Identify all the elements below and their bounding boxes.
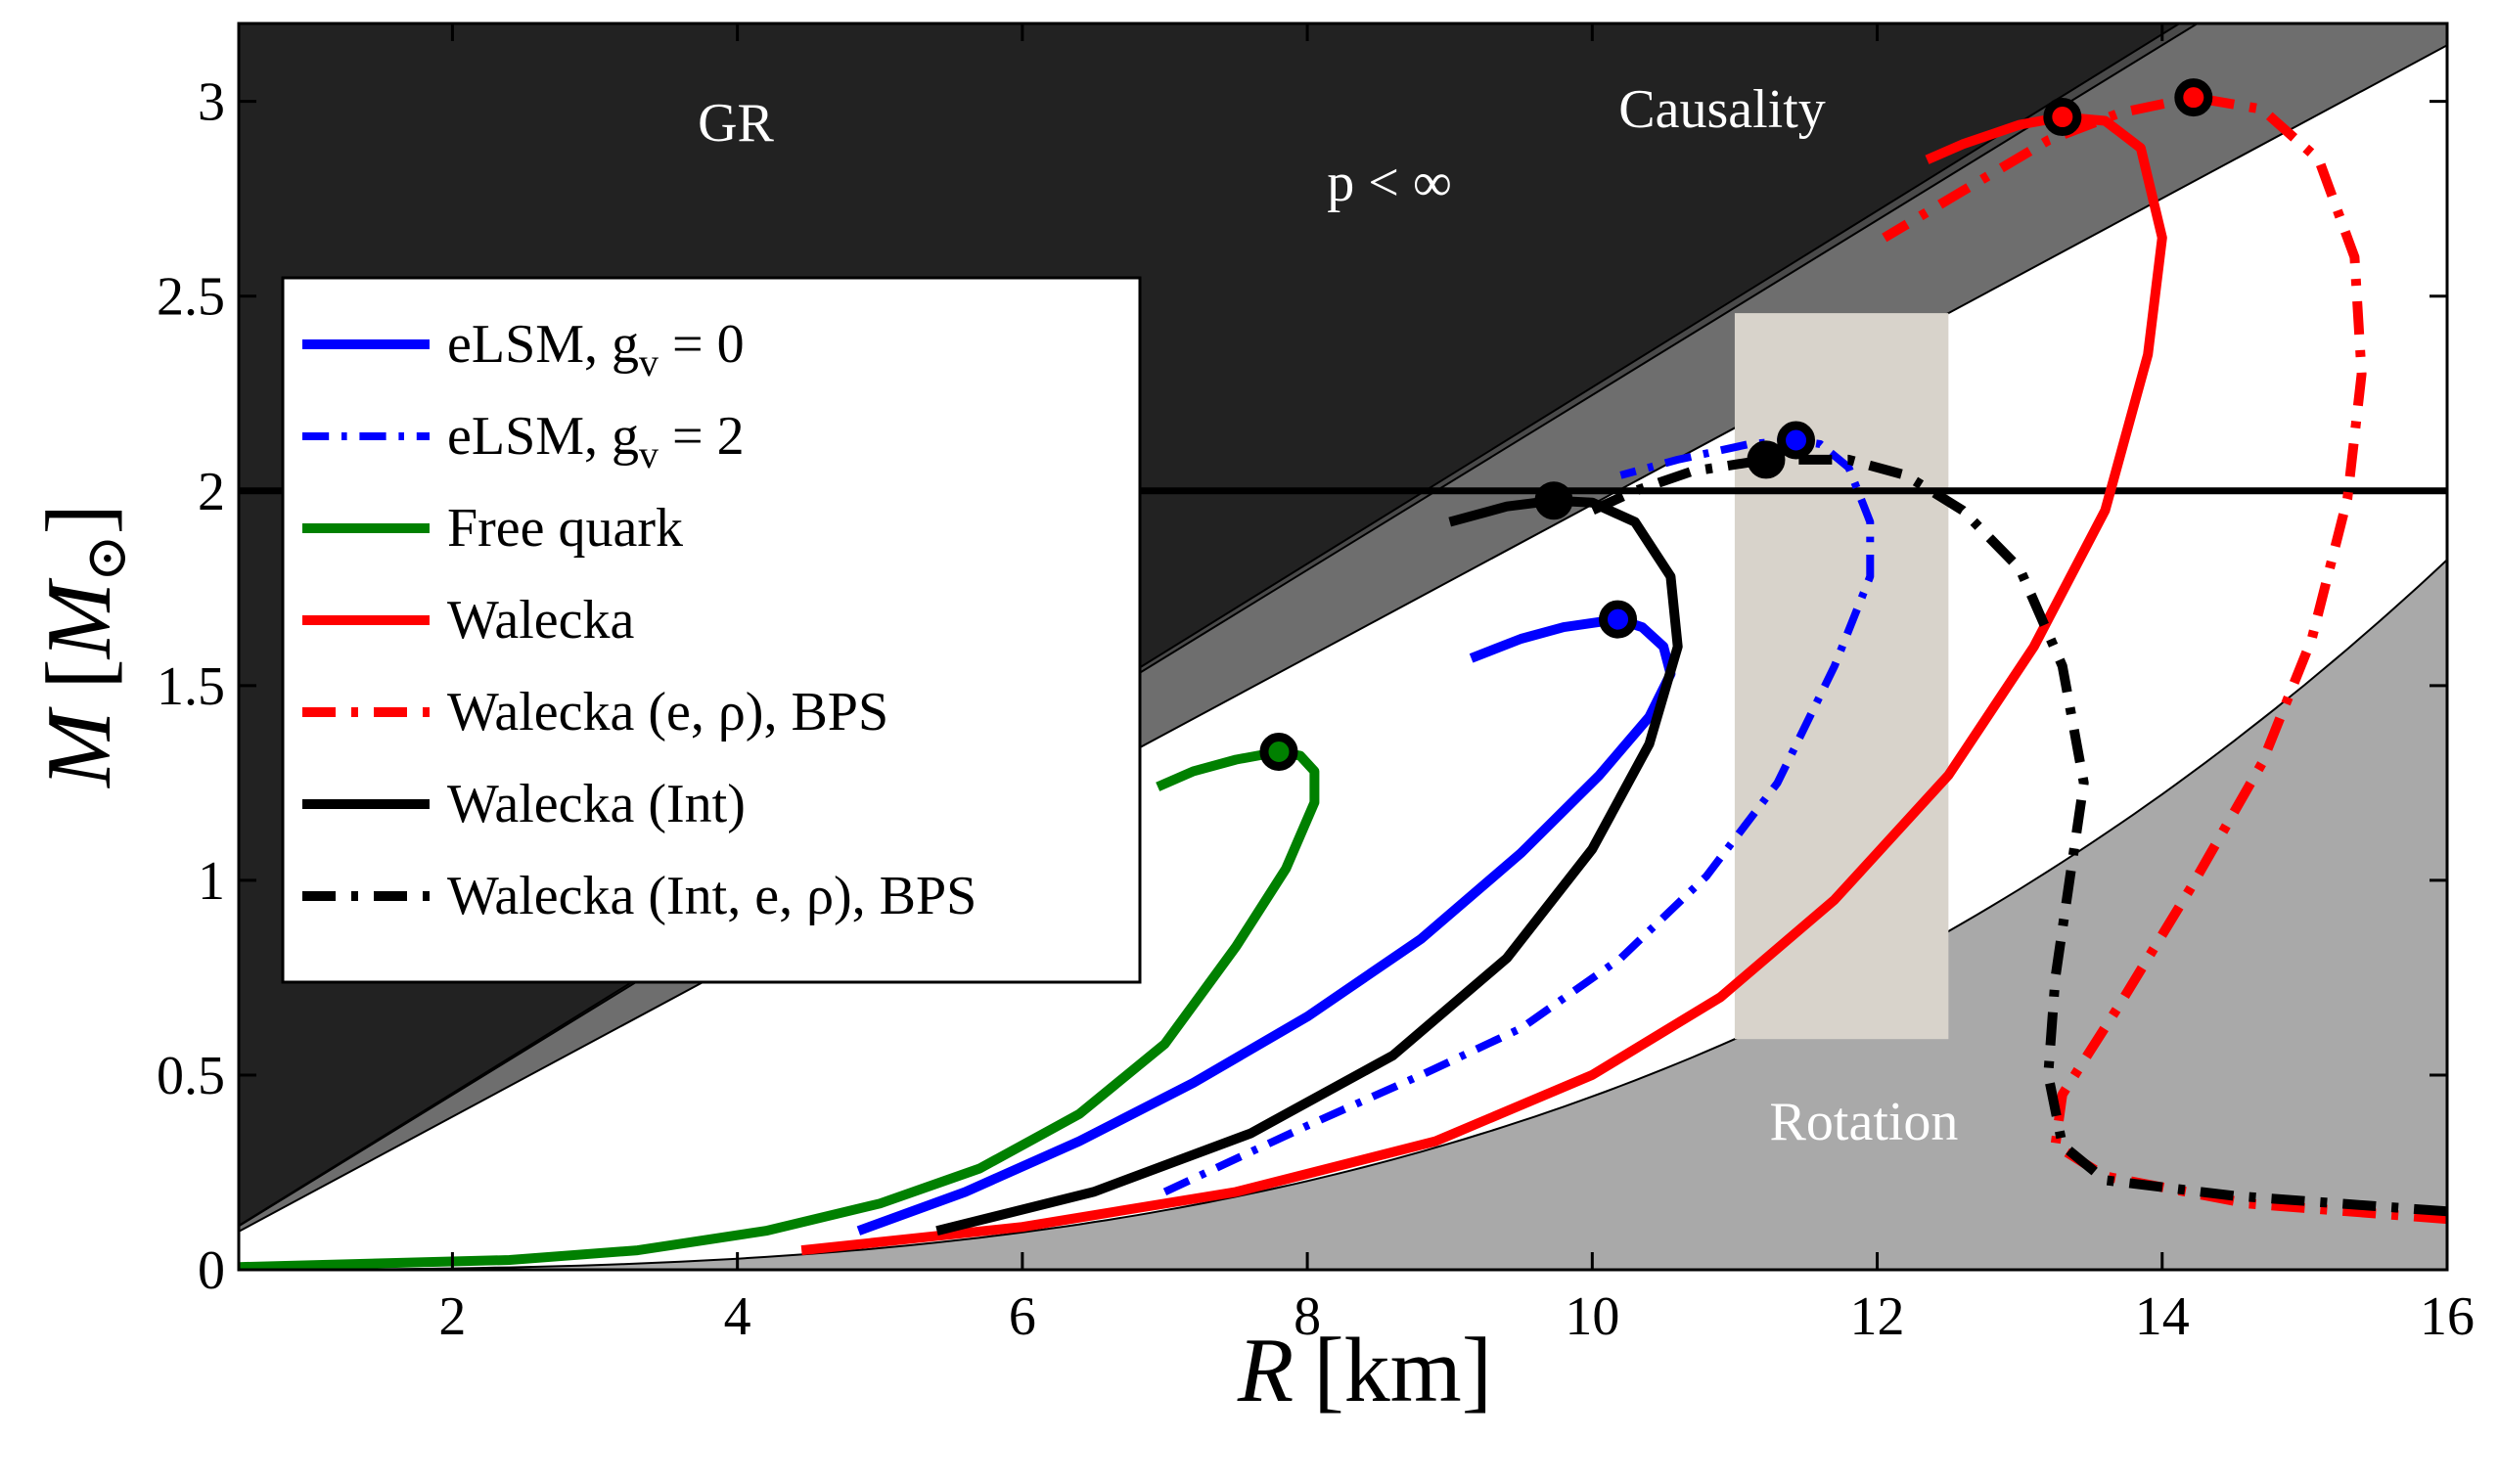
legend-label-elsm-g-v-0: eLSM, gv = 0 <box>447 314 745 384</box>
y-tick-label: 2 <box>198 462 225 522</box>
max-marker-walecka-e-bps <box>2174 78 2213 117</box>
y-axis-label: M[M⊙] <box>28 504 138 789</box>
region-rotation <box>239 558 2447 1270</box>
legend: eLSM, gv = 0 eLSM, gv = 2 Free quark Waleck… <box>281 276 1142 984</box>
markers-layer <box>1259 78 2213 771</box>
series-walecka-e-bps <box>1882 92 2447 1225</box>
y-tick-label: 0 <box>198 1240 225 1301</box>
legend-label-walecka-int-e-bps: Walecka (Int, e, ρ), BPS <box>447 866 976 926</box>
y-tick-label: 1.5 <box>157 656 225 717</box>
x-tick-label: 6 <box>1009 1286 1036 1347</box>
series-elsm-g-v-2 <box>1162 436 1875 1196</box>
x-tick-label: 8 <box>1294 1286 1321 1347</box>
axis-labels: R [km] M[M⊙] <box>28 504 1492 1421</box>
max-marker-walecka <box>2043 98 2082 137</box>
x-tick-label: 4 <box>724 1286 751 1347</box>
x-tick-label: 12 <box>1850 1286 1905 1347</box>
legend-label-elsm-g-v-2: eLSM, gv = 2 <box>447 406 745 476</box>
region-label-causality: Causality <box>1618 79 1826 140</box>
legend-label-walecka-int: Walecka (Int) <box>447 774 746 834</box>
y-tick-label: 0.5 <box>157 1046 225 1106</box>
axes-frame: 2 4 6 8 10 12 14 16 0 0.5 1 1.5 2 2.5 3 <box>157 22 2475 1347</box>
region-label-rotation: Rotation <box>1770 1092 1959 1152</box>
region-labels: GR p < ∞ Causality Rotation <box>698 79 1958 1152</box>
legend-label-free-quark: Free quark <box>447 498 683 559</box>
plot-frame <box>237 22 2449 1272</box>
x-tick-label: 14 <box>2135 1286 2190 1347</box>
legend-label-walecka: Walecka <box>447 590 634 651</box>
y-tick-label: 2.5 <box>157 267 225 328</box>
radius-band <box>1734 313 1949 1040</box>
y-tick-label: 3 <box>198 72 225 133</box>
series-elsm-g-v-0 <box>856 614 1676 1236</box>
max-marker-walecka-int <box>1534 481 1573 520</box>
region-label-gr: GR <box>698 93 774 154</box>
max-marker-elsm-g-v-2 <box>1777 421 1816 460</box>
y-tick-label: 1 <box>198 851 225 912</box>
max-marker-free-quark <box>1259 732 1298 771</box>
x-tick-label: 16 <box>2420 1286 2475 1347</box>
legend-box <box>281 276 1142 984</box>
x-axis-label: R [km] <box>1237 1320 1492 1421</box>
legend-label-walecka-e-bps: Walecka (e, ρ), BPS <box>447 682 888 742</box>
x-tick-label: 10 <box>1565 1286 1619 1347</box>
max-marker-elsm-g-v-0 <box>1599 600 1638 639</box>
max-marker-walecka-int-e-bps <box>1747 440 1786 479</box>
x-tick-label: 2 <box>438 1286 466 1347</box>
region-label-pressure: p < ∞ <box>1327 153 1452 213</box>
series-walecka-int-e-bps <box>1590 454 2447 1217</box>
